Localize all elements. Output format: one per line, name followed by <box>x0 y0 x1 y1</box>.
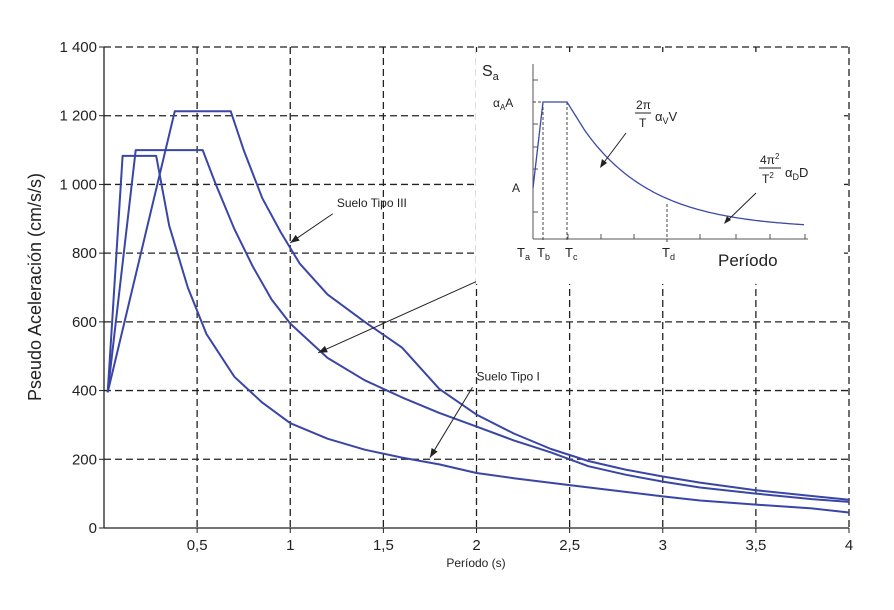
series-line-2 <box>106 149 850 503</box>
series-label-1: Suelo Tipo I <box>477 369 540 383</box>
y-tick-label-1: 200 <box>72 451 97 468</box>
x-tick-label-3: 2 <box>472 537 480 554</box>
series-label-3: Suelo Tipo III <box>337 196 407 210</box>
series-label-arrowhead-3 <box>290 234 300 243</box>
series-label-arrowhead-1 <box>429 448 438 458</box>
y-tick-label-2: 400 <box>72 383 97 400</box>
x-tick-label-4: 2,5 <box>559 537 580 554</box>
y-axis-title: Pseudo Aceleración (cm/s/s) <box>25 173 45 401</box>
inset-velocity-arrow <box>601 132 627 166</box>
x-tick-label-7: 4 <box>845 537 853 554</box>
y-tick-label-5: 1 000 <box>59 176 97 193</box>
x-tick-label-2: 1,5 <box>373 537 394 554</box>
series-line-3 <box>106 110 850 501</box>
inset-formula-2pi: 2π <box>636 98 651 112</box>
series-curves <box>106 110 850 514</box>
x-tick-label-5: 3 <box>659 537 667 554</box>
x-tick-label-1: 1 <box>286 537 294 554</box>
y-tick-label-0: 0 <box>89 520 97 537</box>
inset-velocity-arrowhead <box>600 159 607 168</box>
inset-x-axis-ticks <box>567 234 806 239</box>
series-line-1 <box>106 154 850 514</box>
y-tick-label-6: 1 200 <box>59 108 97 125</box>
y-tick-label-7: 1 400 <box>59 39 97 56</box>
inset-formula-alphav: αVV <box>655 109 678 126</box>
series-label-leader-1 <box>429 387 473 458</box>
series-label-leader-2 <box>317 278 483 354</box>
y-tick-label-3: 600 <box>72 314 97 331</box>
y-tick-label-4: 800 <box>72 245 97 262</box>
inset-formula-t: T <box>639 116 647 130</box>
inset-displacement-arrowhead <box>724 216 731 224</box>
inset-y-tick-A: A <box>512 181 520 195</box>
series-label-arrowhead-2 <box>318 345 328 353</box>
inset-spectrum-curve <box>532 101 805 226</box>
x-axis-title: Período (s) <box>446 556 505 570</box>
tick-labels: 0,5 1 1,5 2 2,5 3 3,5 4 0 200 400 600 800 1 000 1 200 1… <box>59 39 853 554</box>
inset-y-tick-alphaA: αAA <box>493 96 513 112</box>
x-tick-label-6: 3,5 <box>745 537 766 554</box>
x-tick-label-0: 0,5 <box>187 537 208 554</box>
inset-x-label: Período <box>718 251 778 270</box>
inset-spectrum-schematic: Sa αAA A Ta Tb Tc Td Período 2π T αVV 4π… <box>476 52 844 284</box>
inset-background <box>476 52 844 284</box>
inset-velocity-formula: 2π T αVV <box>635 98 678 130</box>
inset-displacement-arrow <box>725 192 757 223</box>
inset-formula-alphad: αDD <box>785 165 808 182</box>
